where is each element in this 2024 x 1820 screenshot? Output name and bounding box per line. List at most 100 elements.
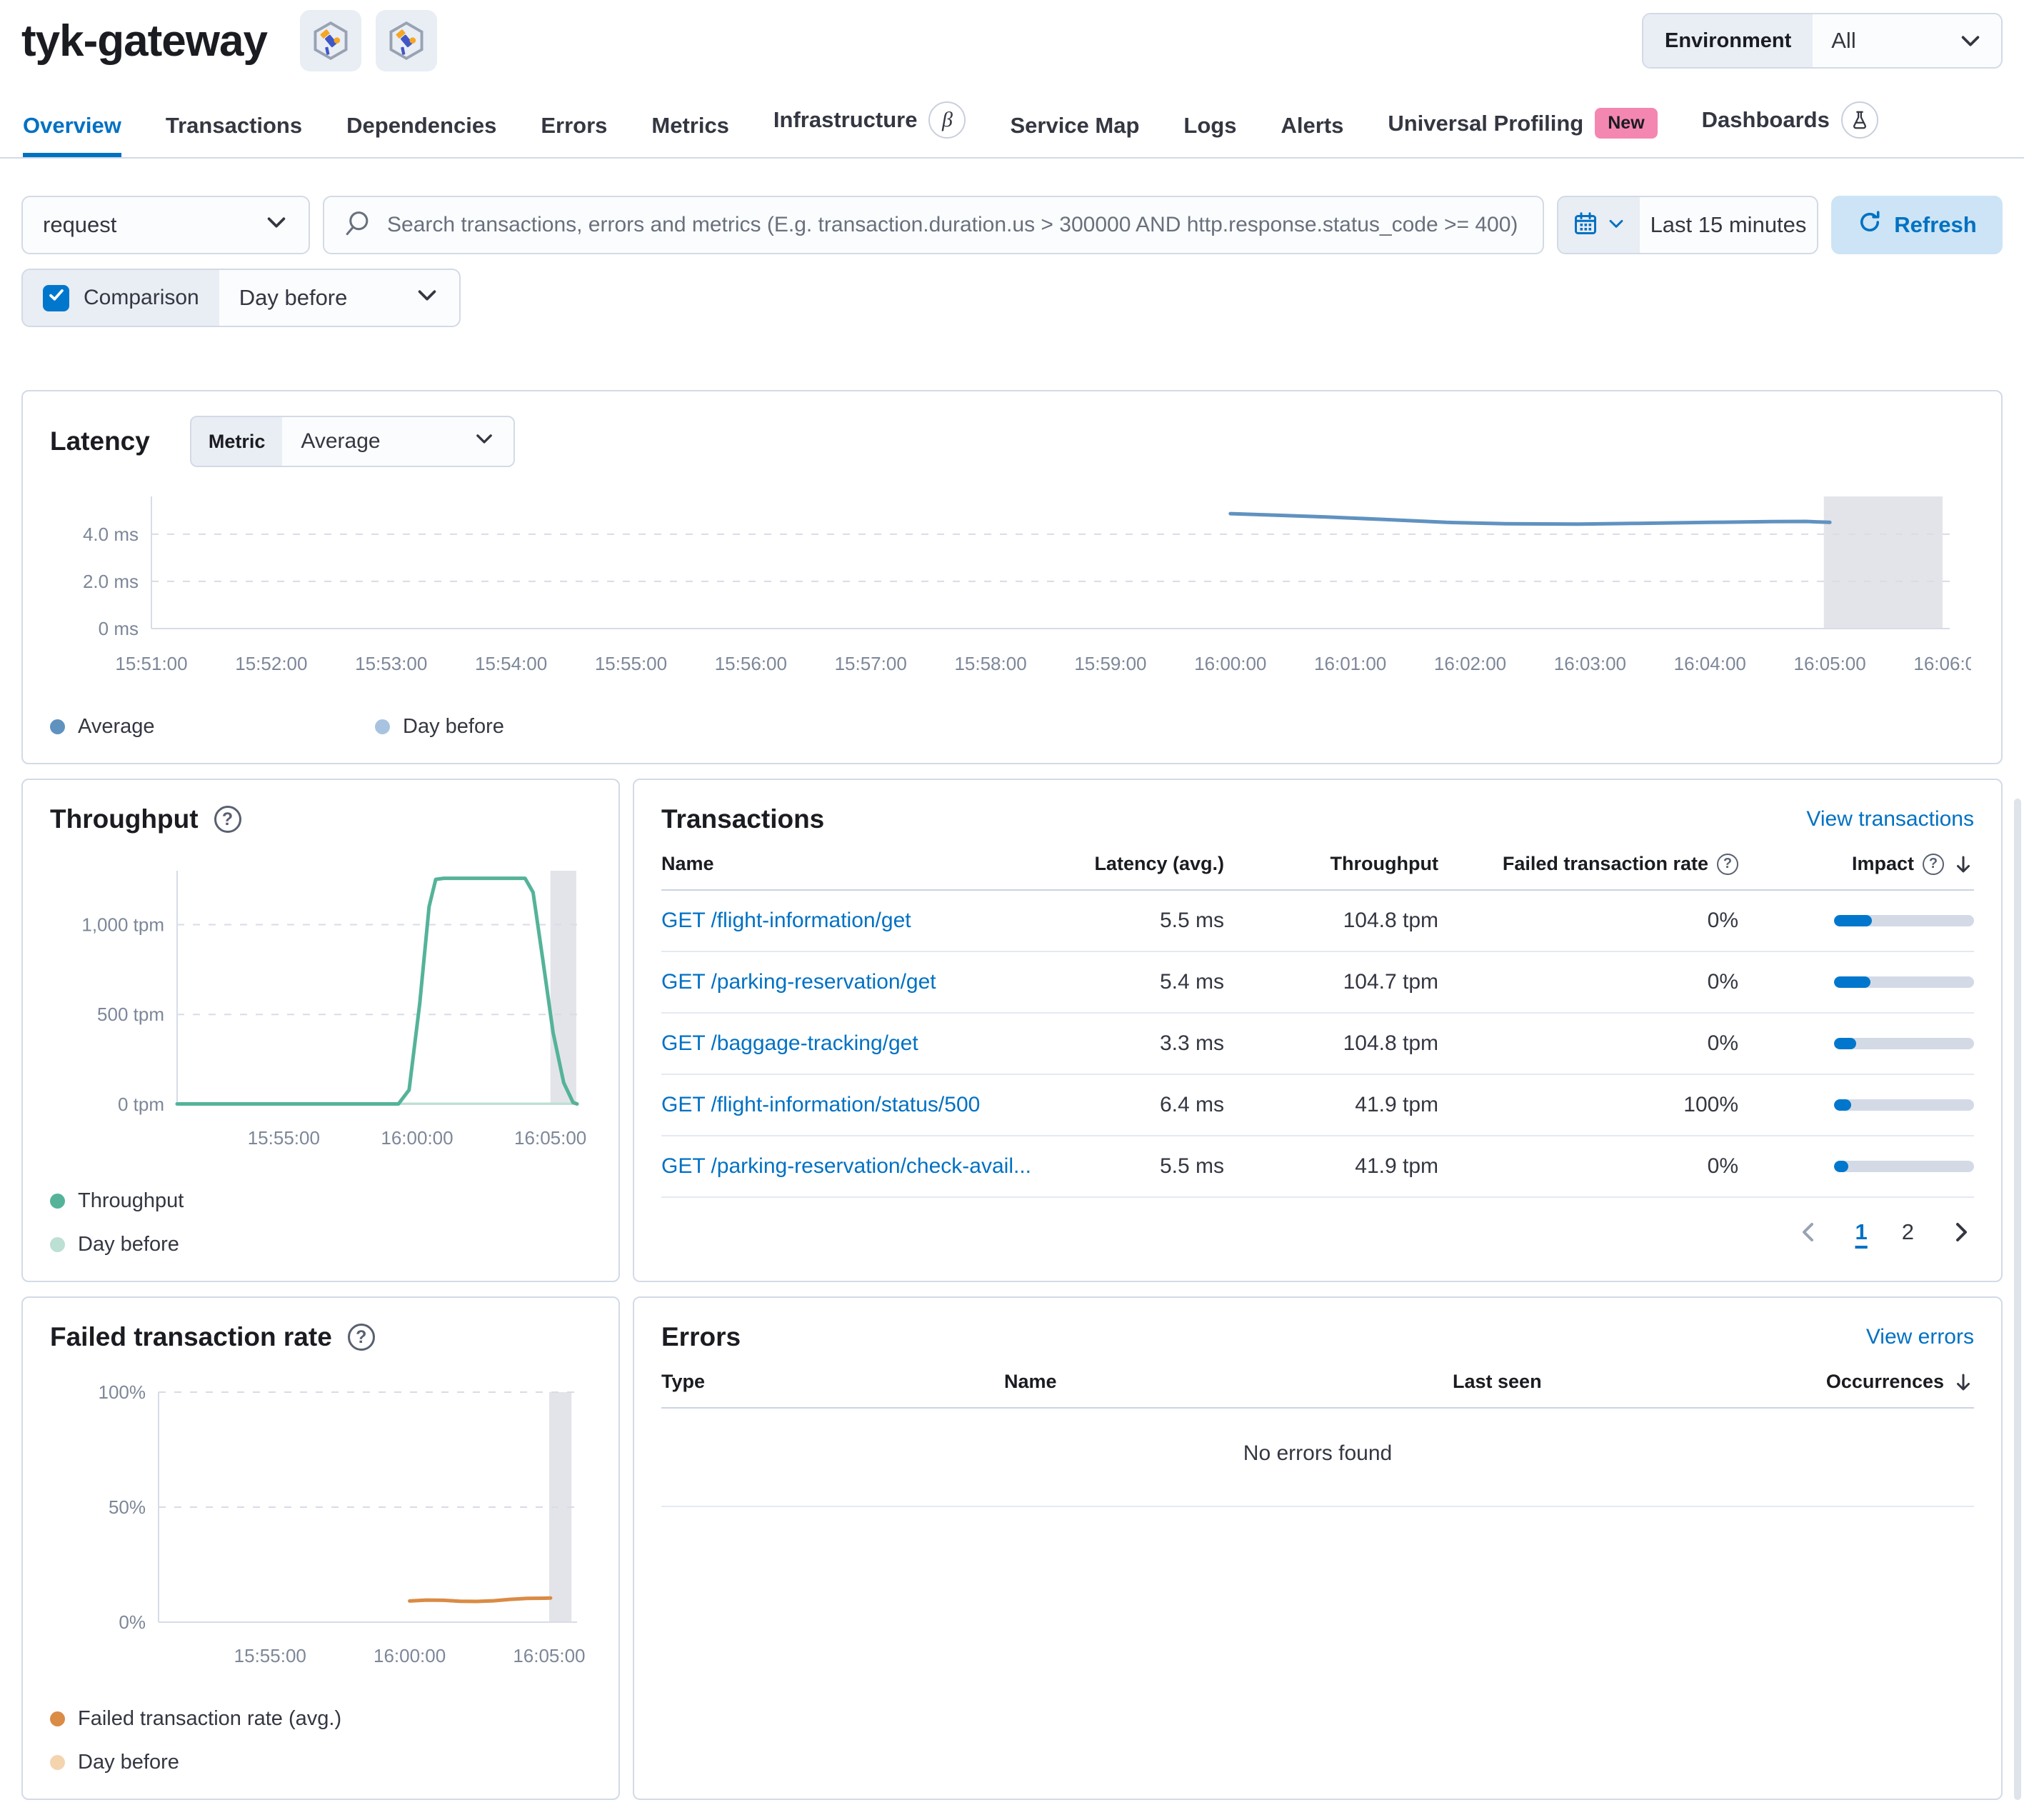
- failed-rate-legend: Failed transaction rate (avg.) Day before: [50, 1707, 591, 1774]
- svg-text:1,000 tpm: 1,000 tpm: [81, 914, 164, 935]
- opentelemetry-badge[interactable]: [375, 10, 437, 71]
- legend-item-failed-transaction-rate-avg-[interactable]: Failed transaction rate (avg.): [50, 1707, 591, 1731]
- page-number-2[interactable]: 2: [1901, 1219, 1914, 1244]
- impact-bar-fill: [1834, 976, 1870, 988]
- info-icon[interactable]: ?: [1717, 853, 1738, 875]
- svg-text:0 tpm: 0 tpm: [118, 1094, 164, 1115]
- throughput-panel: Throughput ? 0 tpm 500 tpm 1,000 tpm 15:55:…: [21, 779, 620, 1282]
- legend-item-average[interactable]: Average: [50, 715, 375, 739]
- column-label: Last seen: [1453, 1371, 1542, 1392]
- transaction-name-cell: GET /parking-reservation/check-avail...: [661, 1154, 1053, 1179]
- info-icon[interactable]: ?: [347, 1324, 375, 1351]
- table-row: GET /parking-reservation/get 5.4 ms 104.7 …: [661, 952, 1974, 1014]
- view-errors-link[interactable]: View errors: [1865, 1325, 1974, 1349]
- legend-label: Day before: [403, 715, 504, 738]
- previous-page-icon[interactable]: [1795, 1219, 1821, 1245]
- impact-bar: [1834, 1038, 1974, 1049]
- tab-metrics[interactable]: Metrics: [651, 113, 729, 157]
- throughput-chart[interactable]: 0 tpm 500 tpm 1,000 tpm 15:55:00 16:00:00 16:…: [50, 853, 591, 1168]
- svg-text:16:02:00: 16:02:00: [1434, 653, 1506, 674]
- failed-rate-chart[interactable]: 0% 50% 100% 15:55:00 16:00:00 16:05:00: [50, 1371, 591, 1686]
- transaction-name-link[interactable]: GET /parking-reservation/get: [661, 970, 936, 994]
- tab-errors[interactable]: Errors: [541, 113, 607, 157]
- opentelemetry-badge[interactable]: [299, 10, 361, 71]
- refresh-label: Refresh: [1894, 212, 1977, 237]
- latency-chart[interactable]: 0 ms 2.0 ms 4.0 ms 15:51:00 15:52:00 15:53:00…: [50, 486, 1986, 694]
- svg-text:16:01:00: 16:01:00: [1314, 653, 1386, 674]
- column-header-impact[interactable]: Impact?: [1738, 853, 1974, 875]
- scrollbar-thumb[interactable]: [2014, 799, 2021, 1800]
- page-number-1[interactable]: 1: [1855, 1219, 1868, 1244]
- svg-text:16:05:00: 16:05:00: [514, 1127, 586, 1149]
- failed-rate-panel: Failed transaction rate ? 0% 50% 100% 15:55…: [21, 1296, 620, 1800]
- time-range-prepend[interactable]: [1558, 197, 1640, 253]
- value-cell: 0%: [1707, 1154, 1738, 1178]
- column-label: Occurrences: [1825, 1371, 1944, 1392]
- errors-table-header: Type Name Last seen Occurrences: [661, 1352, 1974, 1409]
- chevron-down-icon: [1958, 14, 2001, 67]
- column-label: Latency (avg.): [1094, 853, 1224, 874]
- sort-descending-icon: [1953, 854, 1974, 875]
- tab-transactions[interactable]: Transactions: [166, 113, 302, 157]
- transaction-name-link[interactable]: GET /baggage-tracking/get: [661, 1031, 918, 1055]
- next-page-icon[interactable]: [1948, 1219, 1974, 1245]
- table-row: GET /parking-reservation/check-avail... 5…: [661, 1136, 1974, 1198]
- tab-label: Dashboards: [1701, 107, 1830, 132]
- svg-text:50%: 50%: [109, 1496, 146, 1518]
- svg-text:16:05:00: 16:05:00: [1794, 653, 1866, 674]
- tab-infrastructure[interactable]: Infrastructure β: [773, 101, 966, 157]
- tab-label: Service Map: [1010, 113, 1140, 138]
- impact-bar-fill: [1834, 1161, 1848, 1172]
- legend-dot-icon: [50, 1194, 65, 1209]
- legend-item-day-before[interactable]: Day before: [50, 1233, 591, 1256]
- throughput-chart-svg: 0 tpm 500 tpm 1,000 tpm 15:55:00 16:00:00 16:…: [81, 871, 586, 1149]
- environment-select[interactable]: Environment All: [1642, 13, 2003, 69]
- tab-alerts[interactable]: Alerts: [1281, 113, 1343, 157]
- legend-item-throughput[interactable]: Throughput: [50, 1189, 591, 1213]
- value-cell: 0%: [1707, 970, 1738, 994]
- table-row: GET /flight-information/status/500 6.4 ms…: [661, 1075, 1974, 1136]
- comparison-select[interactable]: Day before: [219, 270, 459, 326]
- tab-logs[interactable]: Logs: [1183, 113, 1236, 157]
- search-box: [323, 196, 1544, 254]
- comparison-checkbox[interactable]: [43, 284, 69, 311]
- tab-service-map[interactable]: Service Map: [1010, 113, 1139, 157]
- tab-label: Overview: [23, 113, 121, 138]
- transaction-type-select[interactable]: request: [21, 196, 310, 254]
- metric-label: Metric: [191, 417, 283, 466]
- legend-dot-icon: [50, 1237, 65, 1252]
- transaction-name-link[interactable]: GET /flight-information/get: [661, 909, 911, 932]
- value-cell: 104.8 tpm: [1343, 1031, 1438, 1055]
- value-cell: 100%: [1683, 1093, 1738, 1116]
- svg-text:16:05:00: 16:05:00: [513, 1645, 585, 1666]
- transaction-name-link[interactable]: GET /flight-information/status/500: [661, 1093, 981, 1116]
- time-range-picker[interactable]: Last 15 minutes: [1557, 196, 1818, 254]
- impact-cell: [1738, 1099, 1974, 1111]
- info-icon[interactable]: ?: [1923, 853, 1944, 875]
- value-cell: 41.9 tpm: [1355, 1093, 1438, 1116]
- column-label: Impact: [1851, 853, 1914, 874]
- transaction-name-cell: GET /flight-information/get: [661, 909, 1053, 933]
- tab-dashboards[interactable]: Dashboards: [1702, 101, 1878, 157]
- tab-label: Universal Profiling: [1388, 110, 1584, 136]
- legend-dot-icon: [375, 719, 390, 734]
- tab-label: Alerts: [1281, 113, 1344, 138]
- svg-text:16:00:00: 16:00:00: [374, 1645, 446, 1666]
- transaction-name-link[interactable]: GET /parking-reservation/check-avail...: [661, 1154, 1031, 1178]
- info-icon[interactable]: ?: [214, 806, 241, 833]
- search-input[interactable]: [386, 212, 1524, 238]
- tab-overview[interactable]: Overview: [23, 113, 121, 157]
- latency-metric-select[interactable]: Metric Average: [189, 416, 515, 467]
- column-header-occurrences[interactable]: Occurrences: [1753, 1371, 1974, 1393]
- impact-bar: [1834, 915, 1974, 926]
- svg-text:500 tpm: 500 tpm: [97, 1004, 164, 1025]
- tab-dependencies[interactable]: Dependencies: [346, 113, 496, 157]
- view-transactions-link[interactable]: View transactions: [1806, 807, 1974, 831]
- svg-text:16:03:00: 16:03:00: [1554, 653, 1626, 674]
- legend-item-day-before[interactable]: Day before: [375, 715, 700, 739]
- legend-item-day-before[interactable]: Day before: [50, 1751, 591, 1774]
- tab-universal-profiling[interactable]: Universal Profiling New: [1388, 108, 1658, 157]
- refresh-button[interactable]: Refresh: [1831, 196, 2003, 254]
- impact-bar: [1834, 976, 1974, 988]
